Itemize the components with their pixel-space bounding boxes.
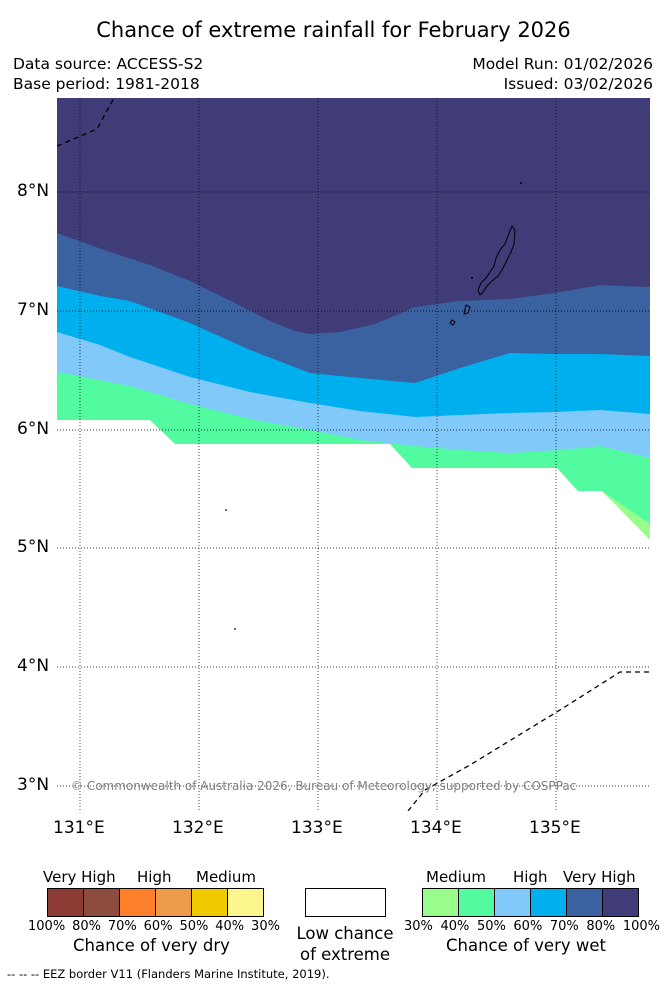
island-dot-2 (471, 277, 473, 279)
dry-tick-6: 30% (251, 919, 280, 934)
wet-tick-6: 100% (622, 919, 660, 934)
dry-cat-medium: Medium (196, 868, 256, 886)
wet-cat-medium: Medium (426, 868, 486, 886)
low-chance-line2: of extreme (299, 945, 391, 964)
dry-cat-very-high: Very High (43, 868, 116, 886)
dry-label: Chance of very dry (73, 936, 230, 955)
wet-tick-2: 50% (476, 919, 506, 934)
model-run: Model Run: 01/02/2026 (472, 55, 653, 73)
map-copyright: © Commonwealth of Australia 2026, Bureau… (71, 779, 577, 793)
wet-cat-very-high: Very High (563, 868, 636, 886)
dry-tick-2: 70% (107, 919, 137, 934)
lat-label-8n: 8°N (17, 181, 50, 201)
lat-label-4n: 4°N (17, 656, 50, 676)
island-small-1 (463, 304, 471, 315)
low-chance-label: Low chance of extreme (282, 923, 408, 965)
wet-cat-high: High (513, 868, 548, 886)
wet-colorbar (422, 888, 639, 917)
dry-swatch-3 (156, 889, 192, 916)
lon-label-131e: 131°E (53, 818, 105, 838)
dry-swatch-4 (192, 889, 228, 916)
gridlines (57, 98, 650, 811)
dry-tick-labels: 100% 80% 70% 60% 50% 40% 30% (28, 919, 280, 934)
dry-tick-4: 50% (179, 919, 209, 934)
wet-tick-0: 30% (404, 919, 433, 934)
lat-label-3n: 3°N (17, 775, 50, 795)
island-dot-3 (225, 509, 227, 511)
eez-footnote: -- -- -- EEZ border V11 (Flanders Marine… (7, 967, 330, 981)
issued-date: Issued: 03/02/2026 (503, 75, 653, 93)
lon-label-133e: 133°E (291, 818, 343, 838)
wet-tick-5: 80% (586, 919, 616, 934)
dry-tick-1: 80% (72, 919, 101, 934)
dry-swatch-2 (120, 889, 156, 916)
palau-islands (477, 224, 516, 296)
wet-swatch-0 (423, 889, 459, 916)
lat-label-5n: 5°N (17, 537, 50, 557)
lat-label-6n: 6°N (17, 419, 50, 439)
island-dot-1 (520, 182, 522, 184)
dry-cat-high: High (137, 868, 172, 886)
lon-label-134e: 134°E (410, 818, 462, 838)
wet-tick-labels: 30% 40% 50% 60% 70% 80% 100% (404, 919, 660, 934)
dry-tick-5: 40% (215, 919, 245, 934)
wet-swatch-4 (567, 889, 603, 916)
data-source: Data source: ACCESS-S2 (13, 55, 204, 73)
base-period: Base period: 1981-2018 (13, 75, 200, 93)
island-small-2 (449, 319, 456, 326)
wet-swatch-1 (459, 889, 495, 916)
island-dot-4 (234, 628, 236, 630)
wet-swatch-3 (531, 889, 567, 916)
dry-swatch-1 (84, 889, 120, 916)
lon-label-135e: 135°E (529, 818, 581, 838)
low-chance-line1: Low chance (296, 924, 394, 943)
wet-tick-4: 70% (549, 919, 579, 934)
wet-swatch-2 (495, 889, 531, 916)
eez-border-south (407, 671, 650, 811)
wet-tick-1: 40% (440, 919, 470, 934)
dry-colorbar (47, 888, 264, 917)
lon-label-132e: 132°E (172, 818, 224, 838)
wet-swatch-5 (603, 889, 638, 916)
dry-tick-0: 100% (28, 919, 66, 934)
dry-tick-3: 60% (143, 919, 173, 934)
lat-label-7n: 7°N (17, 300, 50, 320)
wet-tick-3: 60% (513, 919, 543, 934)
band-very-high-80-100 (57, 98, 650, 334)
dry-swatch-0 (48, 889, 84, 916)
page-title: Chance of extreme rainfall for February … (96, 18, 571, 42)
wet-label: Chance of very wet (446, 936, 606, 955)
rainfall-map (57, 98, 650, 811)
low-chance-swatch (305, 888, 386, 917)
dry-swatch-5 (228, 889, 263, 916)
